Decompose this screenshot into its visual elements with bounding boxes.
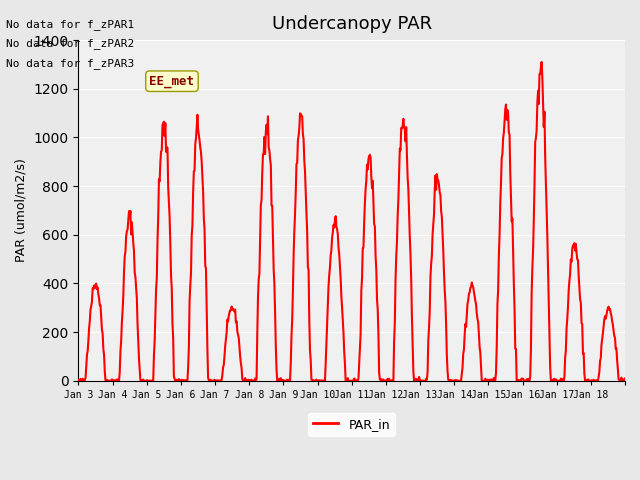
Title: Undercanopy PAR: Undercanopy PAR	[271, 15, 432, 33]
Y-axis label: PAR (umol/m2/s): PAR (umol/m2/s)	[15, 158, 28, 263]
Text: EE_met: EE_met	[150, 75, 195, 88]
Text: No data for f_zPAR2: No data for f_zPAR2	[6, 38, 134, 49]
Legend: PAR_in: PAR_in	[308, 413, 395, 436]
Text: No data for f_zPAR1: No data for f_zPAR1	[6, 19, 134, 30]
Text: No data for f_zPAR3: No data for f_zPAR3	[6, 58, 134, 69]
